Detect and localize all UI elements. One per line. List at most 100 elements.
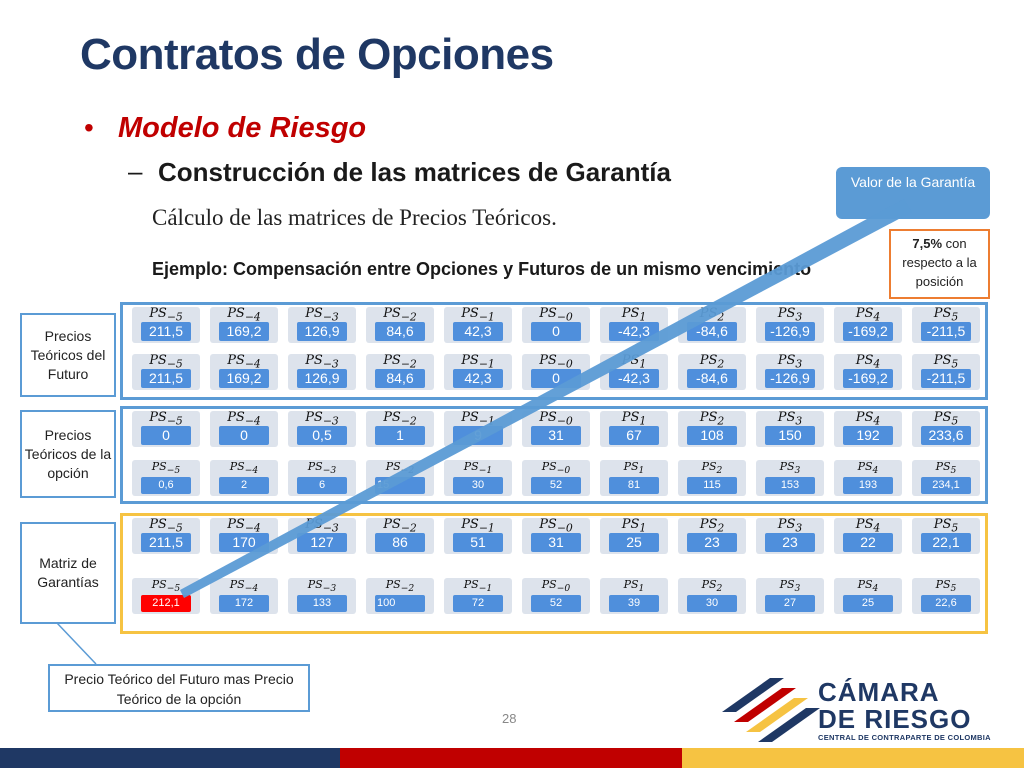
scenario-label: PS−5	[149, 517, 183, 535]
matrix-cell: PS−3 126,9	[288, 354, 356, 390]
label-matriz-garantias: Matriz de Garantías	[20, 522, 116, 624]
matrix-cell: PS3 -126,9	[756, 354, 824, 390]
cell-value: 25	[843, 595, 893, 612]
matrix-cell: PS−3 133	[288, 578, 356, 614]
scenario-label: PS5	[933, 410, 959, 428]
cell-value: 51	[453, 533, 503, 552]
matrix-cell: PS2 -84,6	[678, 307, 746, 343]
scenario-label: PS−0	[541, 578, 571, 595]
matrix-cell: PS2 30	[678, 578, 746, 614]
matrix-cell: PS−5 211,5	[132, 307, 200, 343]
matrix-cell: PS−4 170	[210, 518, 278, 554]
cell-value: -211,5	[921, 369, 971, 388]
bottom-color-bar	[0, 748, 1024, 768]
matrix-cell: PS1 67	[600, 411, 668, 447]
scenario-label: PS−5	[151, 578, 181, 595]
scenario-label: PS3	[779, 460, 801, 477]
cell-value: 0	[531, 369, 581, 388]
matrix-cell: PS−5 212,1	[132, 578, 200, 614]
cell-value: 126,9	[297, 369, 347, 388]
cell-value: 30	[687, 595, 737, 612]
matrix-cell: PS−3 6	[288, 460, 356, 496]
scenario-label: PS2	[701, 578, 723, 595]
scenario-label: PS4	[857, 460, 879, 477]
cell-value: 2	[219, 477, 269, 494]
matrix-cell: PS4 22	[834, 518, 902, 554]
matrix-cell: PS2 108	[678, 411, 746, 447]
cell-value: -84,6	[687, 369, 737, 388]
cell-value: 81	[609, 477, 659, 494]
cell-value: 133	[297, 595, 347, 612]
matrix-cell: PS1 81	[600, 460, 668, 496]
scenario-label: PS5	[935, 578, 957, 595]
matrix-cell: PS−3 0,5	[288, 411, 356, 447]
scenario-label: PS2	[701, 460, 723, 477]
cell-value: 22,1	[921, 533, 971, 552]
scenario-label: PS−3	[307, 578, 337, 595]
callout-valor-garantia: Valor de la Garantía	[836, 167, 990, 219]
cell-value: 23	[687, 533, 737, 552]
cell-value: 86	[375, 533, 425, 552]
matrix-cell: PS1 -42,3	[600, 354, 668, 390]
bullet-marker: •	[84, 112, 94, 143]
cell-value: 211,5	[141, 322, 191, 341]
cell-value: 0	[219, 426, 269, 445]
scenario-label: PS5	[935, 460, 957, 477]
matrix-cell: PS−1 72	[444, 578, 512, 614]
scenario-label: PS1	[623, 460, 645, 477]
cell-value: -126,9	[765, 322, 815, 341]
scenario-label: PS4	[857, 578, 879, 595]
matrix-cell: PS4 193	[834, 460, 902, 496]
cell-value: 153	[765, 477, 815, 494]
matrix-cell: PS5 -211,5	[912, 354, 980, 390]
cell-value: -169,2	[843, 369, 893, 388]
logo-text-camara: CÁMARA	[818, 677, 940, 707]
matrix-cell: PS3 153	[756, 460, 824, 496]
matrix-cell: PS5 233,6	[912, 411, 980, 447]
scenario-label: PS−4	[229, 460, 259, 477]
matrix-cell: PS−1 9	[444, 411, 512, 447]
matrix-cell: PS1 -42,3	[600, 307, 668, 343]
matrix-cell: PS5 -211,5	[912, 307, 980, 343]
matrix-cell: PS−1 30	[444, 460, 512, 496]
scenario-label: PS1	[623, 578, 645, 595]
matrix-cell: PS−4 172	[210, 578, 278, 614]
cell-value: 30	[453, 477, 503, 494]
cell-value: 31	[531, 533, 581, 552]
page-number: 28	[502, 711, 517, 726]
example-heading: Ejemplo: Compensación entre Opciones y F…	[152, 259, 812, 279]
scenario-label: PS−1	[463, 460, 493, 477]
cell-value: -42,3	[609, 369, 659, 388]
matrix-cell: PS−5 211,5	[132, 518, 200, 554]
matrix-cell: PS4 25	[834, 578, 902, 614]
matrix-cell: PS−4 0	[210, 411, 278, 447]
cell-value: 150	[765, 426, 815, 445]
cell-value: 172	[219, 595, 269, 612]
cell-value: 192	[843, 426, 893, 445]
matrix-cell: PS1 25	[600, 518, 668, 554]
cell-value: 0	[531, 322, 581, 341]
matrix-cell: PS−1 51	[444, 518, 512, 554]
cell-value: 9	[453, 426, 503, 445]
matrix-cell: PS−2 84,6	[366, 354, 434, 390]
cell-value: 25	[609, 533, 659, 552]
matrix-cell: PS−1 42,3	[444, 354, 512, 390]
scenario-label: PS−2	[385, 578, 415, 595]
matrix-cell: PS−3 126,9	[288, 307, 356, 343]
cell-value: 0,5	[297, 426, 347, 445]
cell-value: 23	[765, 533, 815, 552]
cell-value: 212,1	[141, 595, 191, 612]
matrix-cell: PS−2 15	[366, 460, 434, 496]
matrix-cell: PS−2 1	[366, 411, 434, 447]
scenario-label: PS−5	[151, 460, 181, 477]
cell-value: 52	[531, 595, 581, 612]
matrix-cell: PS−0 0	[522, 354, 590, 390]
bullet-modelo-riesgo: Modelo de Riesgo	[118, 112, 367, 144]
cell-value: 42,3	[453, 322, 503, 341]
matrix-cell: PS−0 0	[522, 307, 590, 343]
matrix-cell: PS−5 0	[132, 411, 200, 447]
note-precio-teorico: Precio Teórico del Futuro mas Precio Teó…	[48, 664, 310, 712]
matrix-cell: PS3 150	[756, 411, 824, 447]
cell-value: 233,6	[921, 426, 971, 445]
matrix-cell: PS−4 169,2	[210, 354, 278, 390]
